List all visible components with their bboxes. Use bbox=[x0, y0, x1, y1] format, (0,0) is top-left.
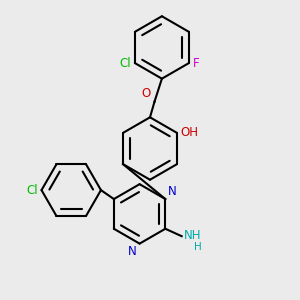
Text: Cl: Cl bbox=[120, 57, 131, 70]
Text: N: N bbox=[168, 184, 177, 198]
Text: F: F bbox=[193, 57, 199, 70]
Text: H: H bbox=[194, 242, 202, 251]
Text: N: N bbox=[128, 245, 136, 258]
Text: OH: OH bbox=[181, 126, 199, 140]
Text: NH: NH bbox=[184, 229, 202, 242]
Text: Cl: Cl bbox=[26, 184, 38, 196]
Text: O: O bbox=[142, 87, 151, 101]
